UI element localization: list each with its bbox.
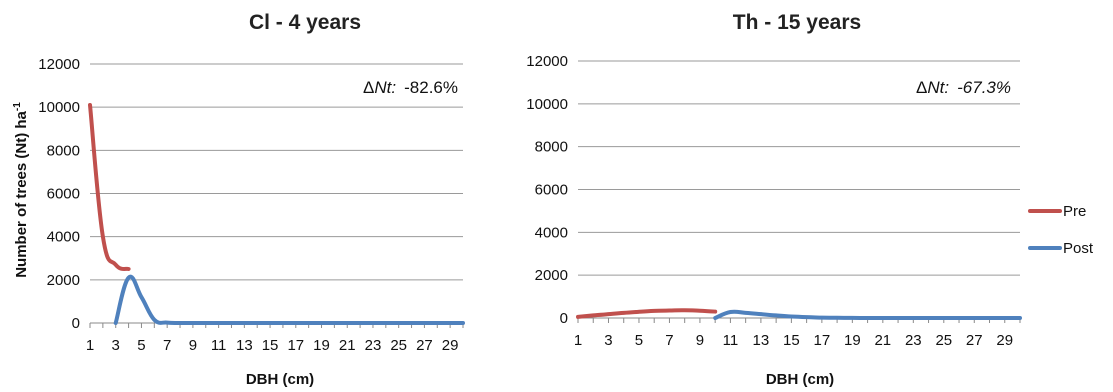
chart-left-series-pre bbox=[88, 103, 131, 272]
chart-left-y-axis-label: Number of trees (Nt) ha-1 bbox=[12, 102, 30, 278]
chart-left-xticks: 1 3 5 7 9 11 13 15 17 19 21 23 25 27 29 bbox=[86, 323, 464, 354]
chart-right-x-tick-label: 23 bbox=[905, 332, 922, 349]
chart-left-x-tick-label: 23 bbox=[365, 337, 382, 354]
chart-right-x-tick-label: 27 bbox=[966, 332, 983, 349]
chart-left-x-tick-label: 7 bbox=[163, 337, 171, 354]
chart-right-x-tick-label: 7 bbox=[665, 332, 673, 349]
chart-right-x-tick-label: 19 bbox=[844, 332, 861, 349]
chart-left-y-tick-label: 12000 bbox=[38, 56, 80, 73]
chart-right-y-tick-label: 10000 bbox=[526, 96, 568, 113]
chart-right-y-tick-label: 12000 bbox=[526, 53, 568, 70]
chart-left-grid bbox=[90, 63, 463, 324]
chart-left-x-tick-label: 17 bbox=[287, 337, 304, 354]
chart-right-y-tick-label: 8000 bbox=[535, 139, 568, 156]
chart-left-x-tick-label: 21 bbox=[339, 337, 356, 354]
chart-left-x-tick-label: 15 bbox=[262, 337, 279, 354]
chart-right-y-tick-label: 6000 bbox=[535, 182, 568, 199]
legend-pre-label: Pre bbox=[1063, 203, 1086, 220]
chart-left-y-tick-label: 8000 bbox=[47, 142, 80, 159]
chart-left-x-tick-label: 19 bbox=[313, 337, 330, 354]
chart-left-x-tick-label: 3 bbox=[112, 337, 120, 354]
chart-left-x-tick-label: 27 bbox=[416, 337, 433, 354]
chart-right-x-tick-label: 1 bbox=[574, 332, 582, 349]
chart-left-x-tick-label: 29 bbox=[442, 337, 459, 354]
chart-right-x-tick-label: 25 bbox=[935, 332, 952, 349]
chart-right: Th - 15 years 0 2000 4000 6000 8000 10000 1200… bbox=[526, 11, 1022, 388]
chart-left-series-post bbox=[113, 274, 465, 326]
chart-left-x-tick-label: 25 bbox=[390, 337, 407, 354]
chart-left-y-tick-label: 0 bbox=[72, 315, 80, 332]
chart-left-y-tick-label: 6000 bbox=[47, 186, 80, 203]
chart-left-x-tick-label: 13 bbox=[236, 337, 253, 354]
chart-left-yticks: 0 2000 4000 6000 8000 10000 12000 bbox=[38, 56, 80, 332]
chart-left-x-tick-label: 1 bbox=[86, 337, 94, 354]
chart-left-annotation: ΔNt: -82.6% bbox=[363, 78, 458, 97]
chart-left-x-axis-label: DBH (cm) bbox=[246, 371, 314, 388]
chart-right-x-tick-label: 5 bbox=[635, 332, 643, 349]
chart-left-lines bbox=[88, 103, 465, 326]
legend-post-label: Post bbox=[1063, 240, 1094, 257]
chart-right-x-axis-label: DBH (cm) bbox=[766, 371, 834, 388]
chart-right-x-tick-label: 13 bbox=[753, 332, 770, 349]
chart-right-grid bbox=[578, 60, 1020, 319]
chart-right-y-tick-label: 0 bbox=[560, 310, 568, 327]
chart-left-x-tick-label: 9 bbox=[189, 337, 197, 354]
chart-right-x-tick-label: 9 bbox=[696, 332, 704, 349]
chart-right-yticks: 0 2000 4000 6000 8000 10000 12000 bbox=[526, 53, 568, 327]
chart-right-y-tick-label: 2000 bbox=[535, 267, 568, 284]
chart-right-x-tick-label: 15 bbox=[783, 332, 800, 349]
chart-left-title: Cl - 4 years bbox=[249, 11, 361, 34]
chart-right-series-post bbox=[713, 309, 1022, 320]
chart-right-series-pre bbox=[576, 308, 718, 319]
chart-left-y-tick-label: 4000 bbox=[47, 229, 80, 246]
chart-right-y-tick-label: 4000 bbox=[535, 224, 568, 241]
chart-right-x-tick-label: 29 bbox=[996, 332, 1013, 349]
legend: Pre Post bbox=[1028, 203, 1094, 257]
chart-right-x-tick-label: 3 bbox=[604, 332, 612, 349]
chart-right-xticks: 1 3 5 7 9 11 13 15 17 19 21 23 25 27 29 bbox=[574, 318, 1021, 349]
chart-left-y-tick-label: 2000 bbox=[47, 272, 80, 289]
chart-left: Cl - 4 years 0 2000 4000 6000 8000 10000 12000… bbox=[12, 11, 465, 388]
chart-right-x-tick-label: 11 bbox=[723, 332, 739, 349]
chart-left-x-tick-label: 5 bbox=[137, 337, 145, 354]
chart-right-title: Th - 15 years bbox=[733, 11, 861, 34]
chart-right-x-tick-label: 17 bbox=[814, 332, 831, 349]
chart-right-lines bbox=[576, 308, 1022, 320]
chart-left-y-tick-label: 10000 bbox=[38, 99, 80, 116]
chart-left-x-tick-label: 11 bbox=[211, 337, 227, 354]
chart-right-annotation: ΔNt: -67.3% bbox=[916, 78, 1011, 97]
chart-right-x-tick-label: 21 bbox=[874, 332, 891, 349]
